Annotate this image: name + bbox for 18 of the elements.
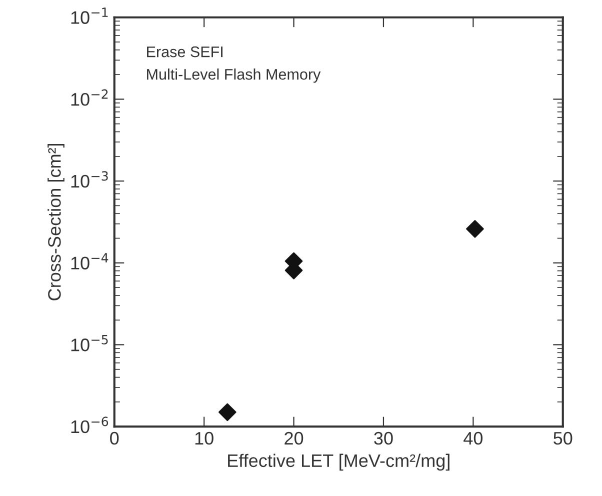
y-tick-label: 10$^{−4}$ [71, 253, 108, 270]
annotation: Multi-Level Flash Memory [147, 68, 321, 83]
x-tick-label: 0 [110, 432, 119, 445]
annotation: Erase SEFI [147, 46, 222, 58]
y-tick-label: 10$^{−1}$ [71, 8, 108, 24]
y-tick-label: 10$^{−6}$ [71, 416, 108, 434]
y-tick-label: 10$^{−2}$ [71, 89, 108, 106]
point [466, 220, 484, 238]
x-tick-label: 20 [284, 432, 304, 445]
point [218, 403, 236, 422]
y-axis-title: Cross-Section [cm²] [48, 144, 64, 300]
x-axis-title: Effective LET [MeV-cm²/mg] [228, 454, 450, 471]
x-tick-label: 10 [195, 432, 214, 445]
x-tick-label: 30 [374, 432, 393, 445]
x-tick-label: 40 [464, 432, 483, 445]
y-tick-label: 10$^{−5}$ [71, 335, 108, 352]
y-tick-label: 10$^{−3}$ [71, 171, 108, 188]
x-tick-label: 50 [554, 432, 572, 445]
